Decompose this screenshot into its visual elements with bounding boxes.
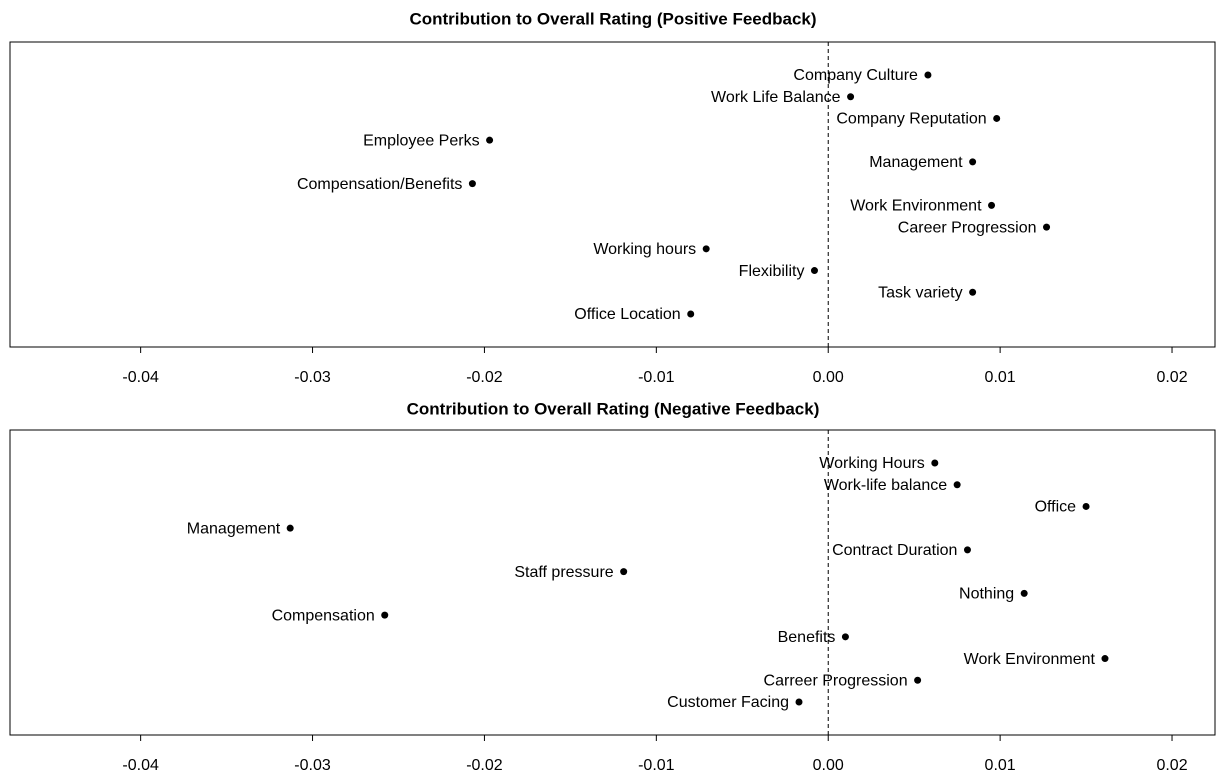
dot — [702, 245, 710, 253]
dot — [1043, 223, 1051, 231]
dot — [931, 459, 939, 467]
point-label: Career Progression — [898, 219, 1037, 236]
dot — [795, 698, 803, 706]
point-label: Management — [187, 520, 281, 537]
x-tick-label: -0.04 — [122, 369, 159, 386]
x-tick-label: 0.01 — [985, 369, 1016, 386]
dot — [1101, 655, 1109, 663]
point-label: Work-life balance — [824, 477, 947, 494]
point-label: Flexibility — [739, 263, 805, 280]
x-tick-label: 0.02 — [1156, 757, 1187, 773]
x-tick-label: 0.00 — [813, 369, 844, 386]
dot — [468, 180, 476, 188]
dot — [687, 310, 695, 318]
x-tick-label: -0.02 — [466, 369, 503, 386]
point-label: Task variety — [878, 284, 962, 301]
dot — [847, 93, 855, 101]
dot — [953, 481, 961, 489]
x-tick-label: -0.03 — [294, 757, 331, 773]
point-label: Compensation — [272, 607, 375, 624]
point-label: Company Reputation — [836, 111, 986, 128]
point-label: Contract Duration — [832, 542, 957, 559]
dot — [810, 267, 818, 275]
point-label: Management — [869, 154, 963, 171]
x-tick-label: -0.01 — [638, 369, 675, 386]
point-label: Carreer Progression — [764, 672, 908, 689]
dot — [841, 633, 849, 641]
dot — [620, 568, 628, 576]
dot — [969, 158, 977, 166]
chart-title: Contribution to Overall Rating (Negative… — [407, 399, 820, 418]
point-label: Working Hours — [819, 455, 925, 472]
dot — [914, 676, 922, 684]
point-label: Office Location — [574, 306, 680, 323]
point-label: Customer Facing — [667, 694, 789, 711]
point-label: Work Life Balance — [711, 89, 841, 106]
x-tick-label: -0.04 — [122, 757, 159, 773]
point-label: Benefits — [778, 629, 836, 646]
x-tick-label: -0.01 — [638, 757, 675, 773]
point-label: Staff pressure — [514, 564, 613, 581]
dot — [969, 288, 977, 296]
point-label: Company Culture — [793, 67, 918, 84]
point-label: Work Environment — [850, 198, 982, 215]
x-tick-label: 0.02 — [1156, 369, 1187, 386]
dot — [1020, 589, 1028, 597]
dot — [286, 524, 294, 532]
point-label: Employee Perks — [363, 132, 480, 149]
dot — [988, 201, 996, 209]
point-label: Working hours — [593, 241, 696, 258]
x-tick-label: 0.01 — [985, 757, 1016, 773]
x-tick-label: -0.03 — [294, 369, 331, 386]
x-tick-label: 0.00 — [813, 757, 844, 773]
point-label: Work Environment — [964, 651, 1096, 668]
point-label: Nothing — [959, 586, 1014, 603]
dot — [993, 114, 1001, 122]
plot-box — [9, 41, 1216, 348]
chart-title: Contribution to Overall Rating (Positive… — [409, 9, 816, 28]
dot — [381, 611, 389, 619]
plot-box — [9, 429, 1216, 736]
dot — [1082, 502, 1090, 510]
point-label: Compensation/Benefits — [297, 176, 462, 193]
dot — [963, 546, 971, 554]
dot — [924, 71, 932, 79]
dot — [486, 136, 494, 144]
x-tick-label: -0.02 — [466, 757, 503, 773]
point-label: Office — [1035, 499, 1077, 516]
